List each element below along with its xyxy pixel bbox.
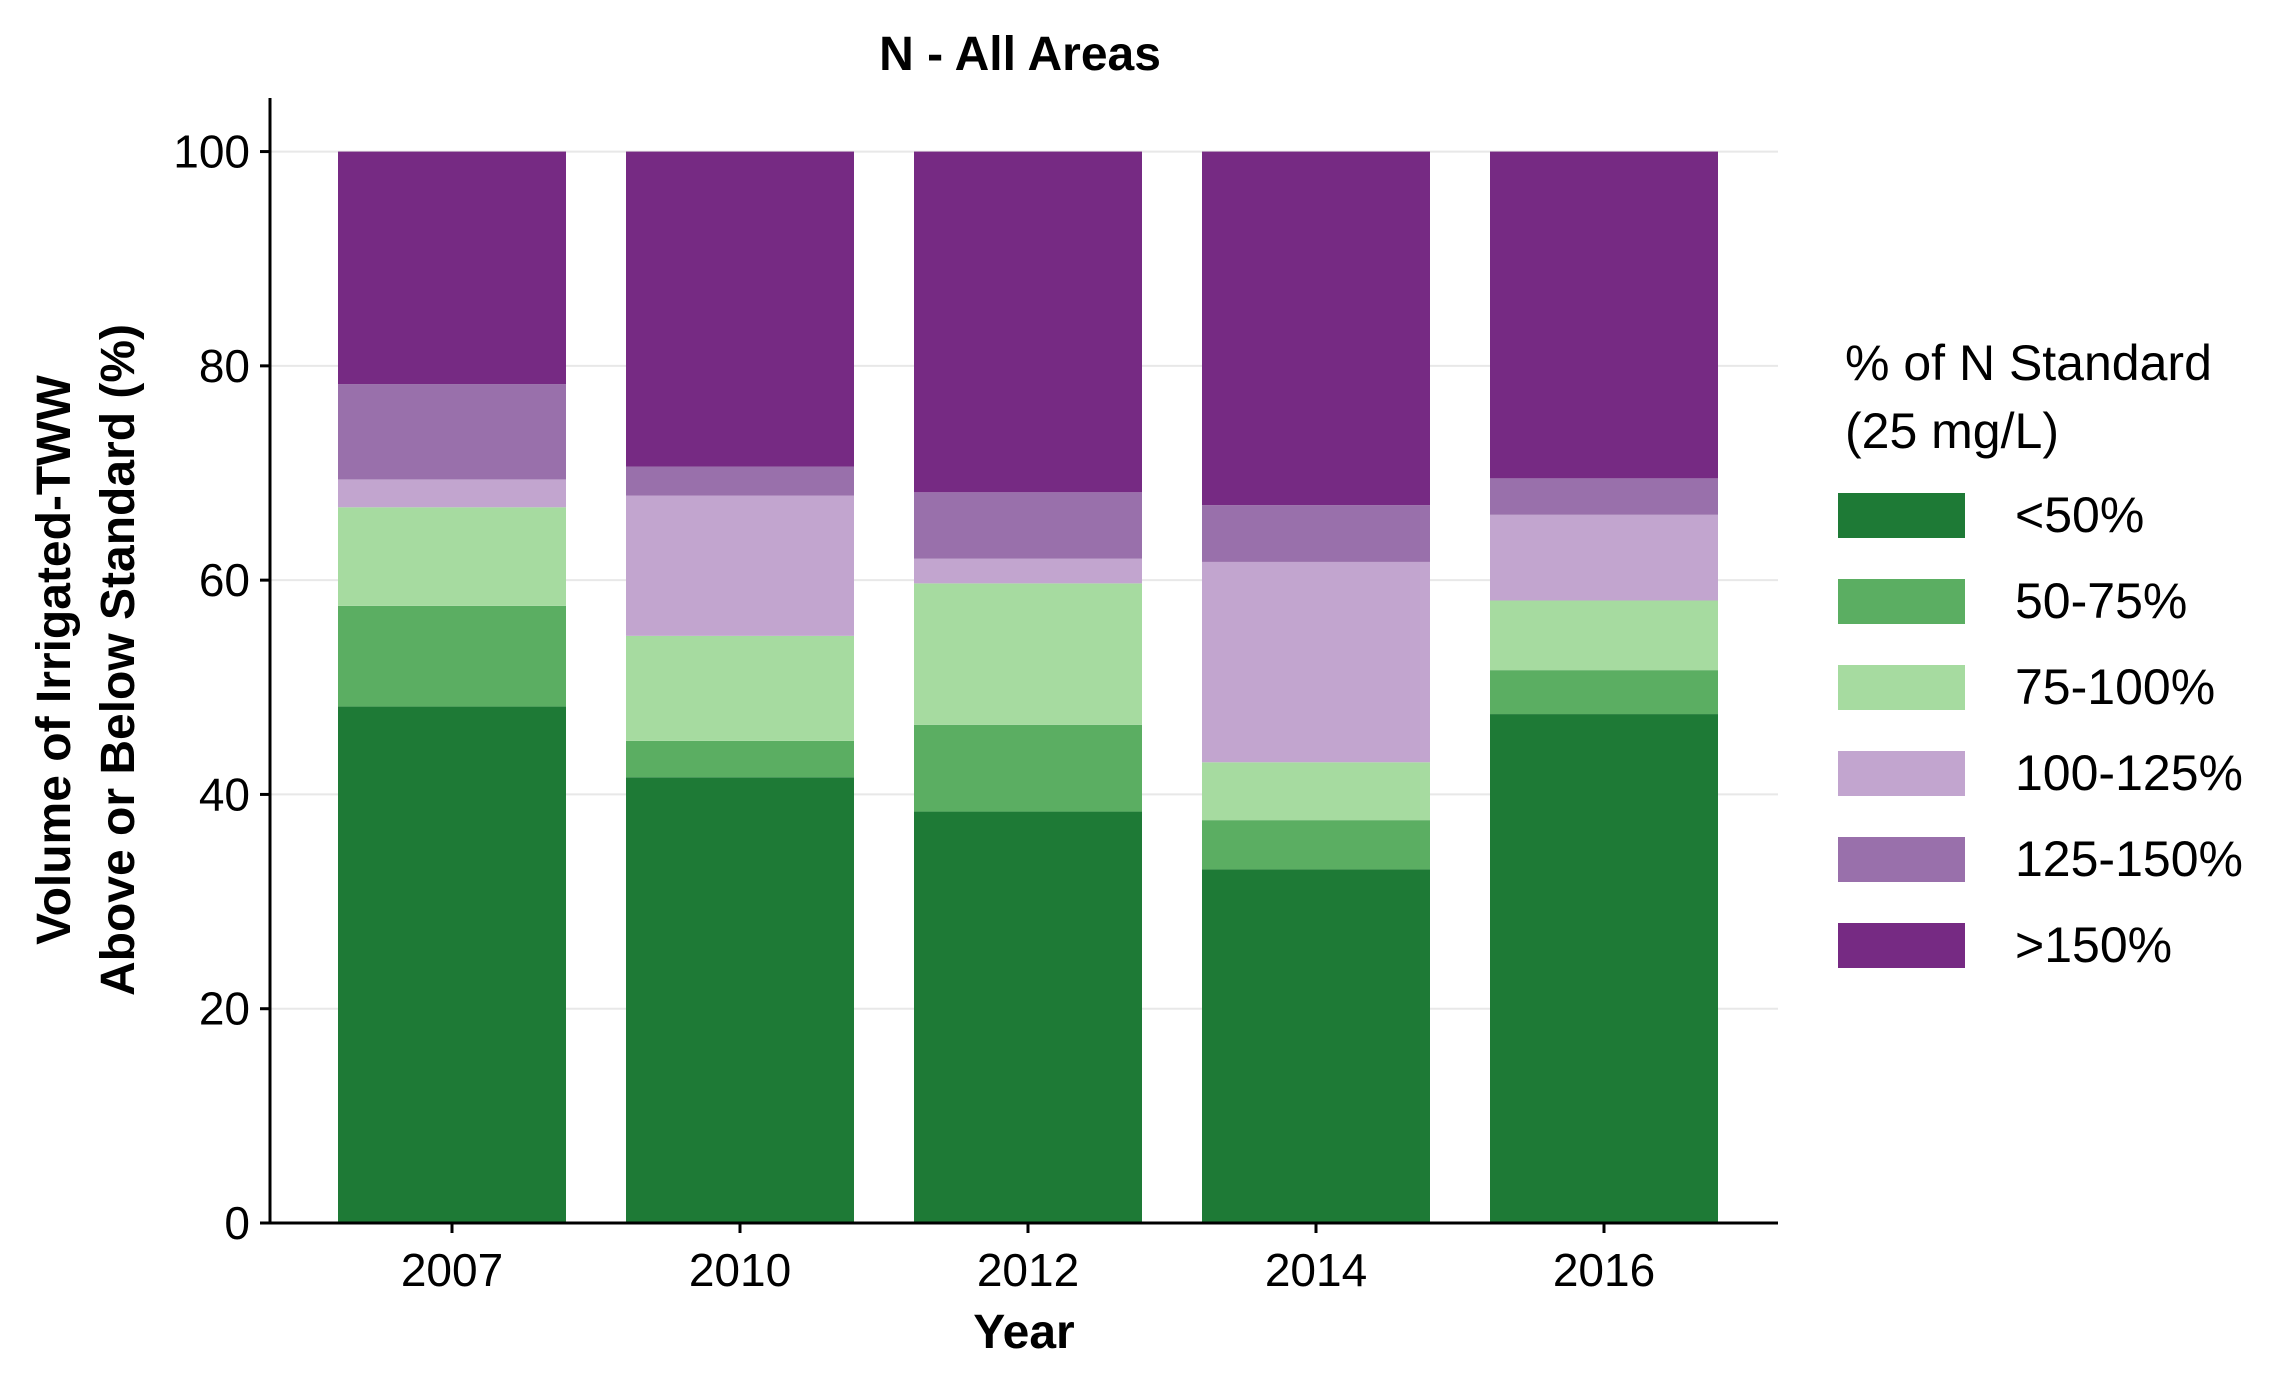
y-tick-label: 60 — [199, 554, 250, 606]
bar-segment — [1202, 505, 1430, 562]
bar-segment — [338, 507, 566, 606]
y-tick-label: 20 — [199, 983, 250, 1035]
bar-segment — [626, 466, 854, 496]
legend-label: 125-150% — [2015, 831, 2243, 887]
bar-segment — [914, 558, 1142, 584]
bar-segment — [1202, 762, 1430, 821]
bar-segment — [914, 151, 1142, 493]
y-tick-label: 80 — [199, 340, 250, 392]
y-axis-title-line-2: Above or Below Standard (%) — [92, 324, 145, 996]
bar-segment — [1490, 478, 1718, 515]
bar-segment — [914, 583, 1142, 725]
bar-segment — [1490, 600, 1718, 671]
legend-swatch — [1838, 579, 1965, 624]
x-tick-label: 2010 — [689, 1244, 791, 1296]
bar-segment — [914, 492, 1142, 559]
bar-segment — [1490, 151, 1718, 479]
bar-segment — [914, 724, 1142, 812]
x-axis-title: Year — [973, 1306, 1074, 1359]
chart-title: N - All Areas — [879, 28, 1161, 81]
y-axis-title-line-1: Volume of Irrigated-TWW — [28, 374, 81, 944]
axes — [268, 98, 1778, 1225]
y-axis-title: Volume of Irrigated-TWW Above or Below S… — [28, 324, 145, 996]
legend-swatch — [1838, 493, 1965, 538]
bar-segment — [626, 777, 854, 1223]
legend: % of N Standard (25 mg/L) <50% 50-75% 75-1… — [1838, 335, 2243, 973]
legend-title-line-1: % of N Standard — [1845, 335, 2212, 391]
bar-segment — [338, 384, 566, 480]
bar-segment — [1490, 714, 1718, 1223]
legend-swatch — [1838, 923, 1965, 968]
bar-segment — [1490, 514, 1718, 601]
legend-label: 75-100% — [2015, 659, 2215, 715]
bar-segment — [626, 495, 854, 636]
bar-segment — [626, 740, 854, 778]
x-tick-label: 2007 — [401, 1244, 503, 1296]
bar-segment — [338, 151, 566, 385]
legend-label: 100-125% — [2015, 745, 2243, 801]
x-tick-label: 2016 — [1553, 1244, 1655, 1296]
bar-segment — [914, 811, 1142, 1223]
legend-title-line-2: (25 mg/L) — [1845, 403, 2059, 459]
y-tick-label: 0 — [224, 1197, 250, 1249]
y-tick-label: 40 — [199, 768, 250, 820]
x-tick-label: 2014 — [1265, 1244, 1367, 1296]
bar-segment — [338, 605, 566, 707]
bar-segment — [1202, 151, 1430, 506]
bar-segment — [626, 151, 854, 467]
legend-label: 50-75% — [2015, 573, 2187, 629]
bar-segment — [1202, 820, 1430, 870]
y-ticks: 0 20 40 60 80 100 — [173, 126, 270, 1249]
bars — [338, 151, 1718, 1223]
x-ticks: 2007 2010 2012 2014 2016 — [401, 1223, 1655, 1296]
legend-label: >150% — [2015, 917, 2172, 973]
legend-swatch — [1838, 665, 1965, 710]
bar-segment — [626, 635, 854, 741]
legend-swatch — [1838, 751, 1965, 796]
bar-segment — [338, 706, 566, 1223]
bar-segment — [1490, 670, 1718, 715]
bar-segment — [338, 479, 566, 508]
legend-label: <50% — [2015, 487, 2144, 543]
x-tick-label: 2012 — [977, 1244, 1079, 1296]
legend-swatch — [1838, 837, 1965, 882]
y-tick-label: 100 — [173, 126, 250, 178]
bar-segment — [1202, 869, 1430, 1223]
bar-segment — [1202, 561, 1430, 763]
